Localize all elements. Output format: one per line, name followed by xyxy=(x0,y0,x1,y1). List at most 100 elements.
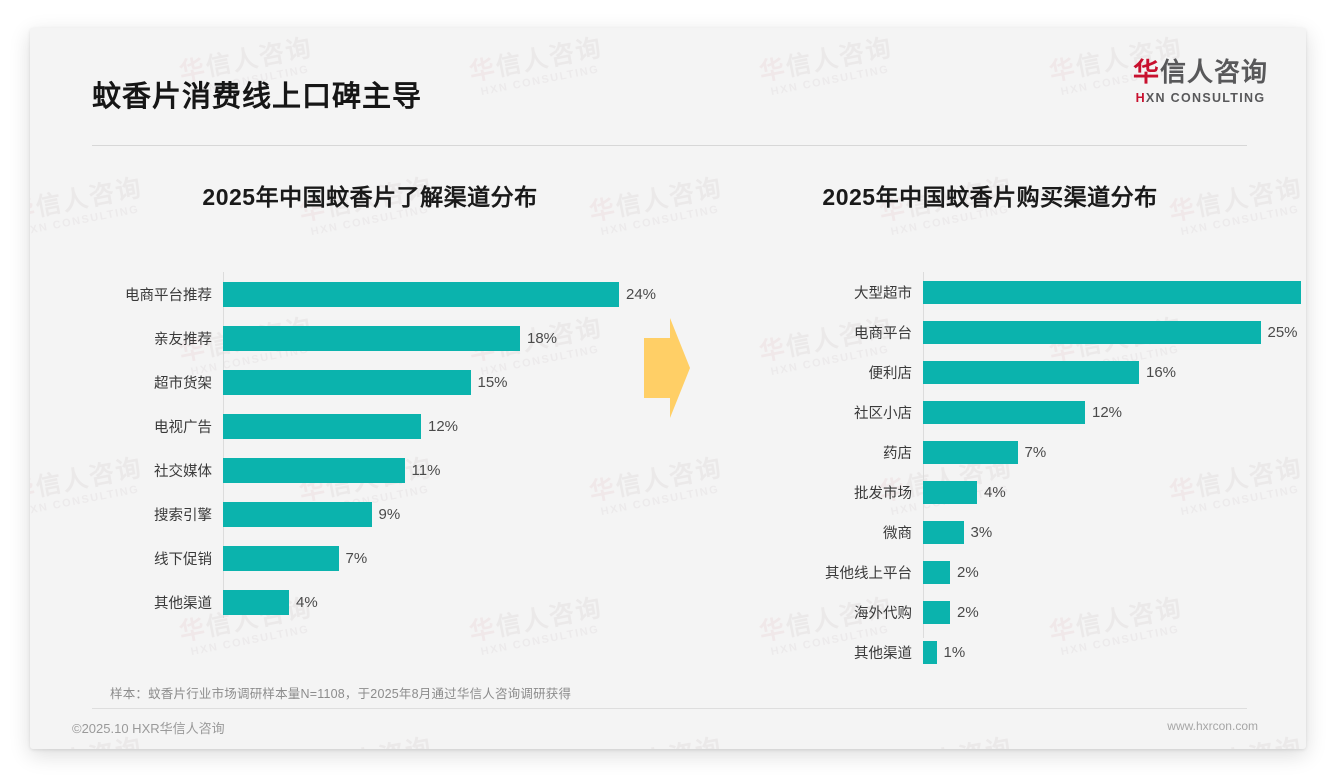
flow-arrow-icon xyxy=(638,316,692,420)
bar-track: 11% xyxy=(223,448,670,492)
purchase-value-label: 7% xyxy=(1024,443,1047,461)
understanding-value-label: 15% xyxy=(477,373,508,391)
bar-track: 4% xyxy=(923,472,1290,512)
purchase-category-label: 其他线上平台 xyxy=(825,565,912,582)
understanding-bar xyxy=(223,545,339,571)
bar-row: 微商 3% xyxy=(690,512,1290,552)
purchase-bar xyxy=(923,320,1261,344)
brand-logo-en-accent: H xyxy=(1135,90,1146,105)
purchase-category-label: 其他渠道 xyxy=(854,645,912,662)
bar-row: 其他渠道 4% xyxy=(70,580,670,624)
understanding-value-label: 9% xyxy=(378,505,401,523)
bar-row: 便利店 16% xyxy=(690,352,1290,392)
purchase-bar xyxy=(923,600,950,624)
understanding-category-label: 超市货架 xyxy=(154,375,212,392)
brand-logo-chinese: 华信人咨询 xyxy=(1133,58,1268,87)
understanding-value-label: 18% xyxy=(527,329,558,347)
bar-track: 2% xyxy=(923,592,1290,632)
purchase-bar xyxy=(923,520,964,544)
page-title: 蚊香片消费线上口碑主导 xyxy=(92,81,423,113)
bar-track: 25% xyxy=(923,312,1298,352)
understanding-bar xyxy=(223,413,421,439)
purchase-category-label: 药店 xyxy=(883,445,912,462)
chart-right-title: 2025年中国蚊香片购买渠道分布 xyxy=(822,184,1158,210)
bar-track: 9% xyxy=(223,492,670,536)
bar-row: 社交媒体 11% xyxy=(70,448,670,492)
bar-track: 12% xyxy=(223,404,670,448)
purchase-bar xyxy=(923,480,977,504)
chart-purchase-channels: 2025年中国蚊香片购买渠道分布 大型超市28% 电商平台 25% 便利店 16% 社区小… xyxy=(690,178,1301,672)
purchase-value-label: 12% xyxy=(1092,403,1123,421)
bar-row: 亲友推荐 18% xyxy=(70,316,670,360)
bar-row: 搜索引擎 9% xyxy=(70,492,670,536)
bar-track: 12% xyxy=(923,392,1290,432)
bar-track: 28% xyxy=(923,272,1306,312)
understanding-value-label: 11% xyxy=(411,461,441,479)
slide-header: 蚊香片消费线上口碑主导 xyxy=(30,28,1306,120)
purchase-bar xyxy=(923,440,1018,464)
bar-track: 2% xyxy=(923,552,1290,592)
bar-row: 批发市场 4% xyxy=(690,472,1290,512)
purchase-value-label: 2% xyxy=(957,563,979,581)
purchase-bar xyxy=(923,640,937,664)
purchase-value-label: 2% xyxy=(957,603,979,621)
purchase-value-label: 25% xyxy=(1267,323,1298,341)
purchase-category-label: 电商平台 xyxy=(854,325,912,342)
bar-row: 线下促销 7% xyxy=(70,536,670,580)
purchase-category-label: 大型超市 xyxy=(854,285,912,302)
understanding-category-label: 电视广告 xyxy=(154,419,212,436)
chart-left-axis xyxy=(223,272,224,618)
footer-website[interactable]: www.hxrcon.com xyxy=(1167,719,1258,733)
purchase-category-label: 批发市场 xyxy=(854,485,912,502)
purchase-category-label: 便利店 xyxy=(868,365,913,382)
slide-card: 华信人咨询 HXN CONSULTING 华信人咨询 HXN CONSULTING 华信… xyxy=(30,28,1306,749)
bar-track: 7% xyxy=(223,536,670,580)
bar-track: 1% xyxy=(923,632,1290,672)
understanding-bar xyxy=(223,457,405,483)
purchase-value-label: 4% xyxy=(984,483,1006,501)
purchase-category-label: 社区小店 xyxy=(854,405,912,422)
bar-track: 3% xyxy=(923,512,1290,552)
header-divider xyxy=(92,145,1247,146)
purchase-bar xyxy=(923,400,1085,424)
footer-copyright: ©2025.10 HXR华信人咨询 xyxy=(72,721,225,736)
purchase-value-label: 16% xyxy=(1146,363,1177,381)
understanding-value-label: 24% xyxy=(626,285,657,303)
purchase-value-label: 1% xyxy=(943,643,966,661)
sample-footnote: 样本：蚊香片行业市场调研样本量N=1108，于2025年8月通过华信人咨询调研获… xyxy=(110,687,572,701)
understanding-bar xyxy=(223,369,471,395)
understanding-category-label: 社交媒体 xyxy=(154,463,212,480)
bar-row: 药店 7% xyxy=(690,432,1290,472)
bar-track: 15% xyxy=(223,360,670,404)
footer-divider xyxy=(92,708,1247,709)
understanding-category-label: 电商平台推荐 xyxy=(125,287,212,304)
chart-left-plot: 电商平台推荐 24% 亲友推荐 18% 超市货架 15% 电视广告 12% 社交媒体 11% 搜索引… xyxy=(70,272,670,624)
understanding-category-label: 其他渠道 xyxy=(154,595,212,612)
bar-row: 超市货架 15% xyxy=(70,360,670,404)
purchase-category-label: 微商 xyxy=(883,525,912,542)
purchase-bar xyxy=(923,360,1139,384)
purchase-category-label: 海外代购 xyxy=(854,605,912,622)
brand-logo-accent-char: 华 xyxy=(1132,57,1160,87)
purchase-bar xyxy=(923,560,950,584)
understanding-category-label: 亲友推荐 xyxy=(154,331,212,348)
understanding-category-label: 搜索引擎 xyxy=(154,507,212,524)
purchase-value-label: 3% xyxy=(970,523,993,541)
bar-row: 其他线上平台 2% xyxy=(690,552,1290,592)
understanding-value-label: 4% xyxy=(296,593,318,611)
brand-logo-english: HXN CONSULTING xyxy=(1133,91,1268,105)
bar-track: 7% xyxy=(923,432,1290,472)
bar-track: 24% xyxy=(223,272,670,316)
understanding-value-label: 12% xyxy=(428,417,459,435)
bar-row: 大型超市28% xyxy=(690,272,1301,312)
understanding-bar xyxy=(223,281,619,307)
chart-left-title: 2025年中国蚊香片了解渠道分布 xyxy=(202,184,538,210)
brand-logo-rest-chars: 信人咨询 xyxy=(1159,57,1268,87)
brand-logo-en-rest: XN CONSULTING xyxy=(1145,90,1266,105)
bar-row: 海外代购 2% xyxy=(690,592,1290,632)
